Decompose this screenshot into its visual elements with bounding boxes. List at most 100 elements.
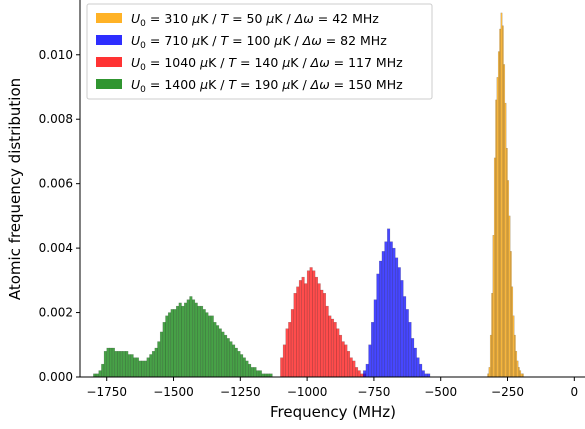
histogram-bar <box>518 367 520 378</box>
histogram-bar <box>405 309 409 378</box>
histogram-bar <box>143 360 148 378</box>
histogram-bar <box>114 351 118 378</box>
histogram-bars <box>93 12 524 378</box>
histogram-bar <box>224 334 228 378</box>
histogram-bar <box>173 309 177 378</box>
histogram-bar <box>242 357 246 378</box>
histogram-bar <box>237 351 241 378</box>
histogram-bar <box>151 351 156 378</box>
histogram-bar <box>513 334 516 378</box>
histogram-bar <box>341 341 345 378</box>
histogram-bar <box>101 363 105 378</box>
legend-entry: U0 = 710 μK / T = 100 μK / Δω = 82 MHz <box>131 33 387 51</box>
histogram-bar <box>133 357 137 378</box>
legend-entry: U0 = 1040 μK / T = 140 μK / Δω = 117 MHz <box>131 55 403 73</box>
histogram-bar <box>379 260 383 378</box>
histogram-bar <box>397 267 401 378</box>
series-0 <box>93 296 273 378</box>
histogram-bar <box>312 270 316 378</box>
histogram-bar <box>504 102 507 378</box>
histogram-bar <box>328 315 332 378</box>
histogram-bar <box>320 289 324 378</box>
histogram-bar <box>511 286 514 378</box>
histogram-bar <box>408 322 412 378</box>
histogram-bar <box>365 363 369 378</box>
histogram-bar <box>202 309 206 378</box>
histogram-bar <box>349 357 353 378</box>
histogram-bar <box>306 270 310 378</box>
y-tick-label: 0.000 <box>39 370 73 384</box>
histogram-bar <box>127 354 131 378</box>
histogram-bar <box>400 280 404 378</box>
histogram-bar <box>213 322 217 378</box>
histogram-bar <box>488 367 491 378</box>
histogram-bar <box>317 283 321 378</box>
histogram-bar <box>357 370 361 378</box>
histogram-bar <box>344 344 348 378</box>
histogram-bar <box>314 276 319 378</box>
histogram-bar <box>515 351 518 378</box>
x-axis-label: Frequency (MHz) <box>270 403 396 421</box>
histogram-bar <box>103 351 107 378</box>
histogram-bar <box>167 312 172 378</box>
histogram-bar <box>298 280 302 378</box>
histogram-bar <box>197 305 201 378</box>
histogram-bar <box>280 357 284 378</box>
histogram-bar <box>497 51 500 378</box>
histogram-bar <box>411 338 415 378</box>
legend: U0 = 310 μK / T = 50 μK / Δω = 42 MHz U0 … <box>86 3 433 100</box>
histogram-bar <box>508 215 511 378</box>
y-tick-label: 0.008 <box>39 112 73 126</box>
histogram-bar <box>301 276 305 378</box>
histogram-bar <box>170 309 174 378</box>
histogram-bar <box>157 341 161 378</box>
legend-box <box>86 3 433 100</box>
histogram-bar <box>338 334 343 378</box>
histogram-bar <box>258 370 262 378</box>
histogram-bar <box>416 357 420 378</box>
histogram-bar <box>226 338 230 378</box>
histogram-bar <box>376 273 380 378</box>
histogram-bar <box>322 293 327 378</box>
histogram-bar <box>117 351 121 378</box>
histogram-bar <box>232 344 236 378</box>
histogram-bar <box>403 296 407 378</box>
histogram-bar <box>336 328 340 378</box>
series-3 <box>487 12 524 378</box>
histogram-bar <box>347 351 351 378</box>
histogram-bar <box>135 357 139 378</box>
x-tick-label: −1250 <box>220 385 261 399</box>
histogram-bar <box>192 299 196 378</box>
histogram-bar <box>98 370 102 378</box>
x-tick-label: −1500 <box>153 385 194 399</box>
histogram-bar <box>122 351 126 378</box>
x-tick-label: −1750 <box>86 385 127 399</box>
histogram-bar <box>240 354 244 378</box>
histogram-bar <box>501 25 504 378</box>
series-1 <box>280 267 367 378</box>
histogram-bar <box>154 347 158 378</box>
histogram-bar <box>125 351 129 378</box>
histogram-bar <box>413 347 417 378</box>
histogram-bar <box>250 367 254 378</box>
histogram-bar <box>159 331 164 378</box>
x-tick-label: −500 <box>424 385 457 399</box>
histogram-bar <box>363 370 367 378</box>
histogram-bar <box>146 357 150 378</box>
histogram-bar <box>221 331 225 378</box>
histogram-bar <box>282 344 286 378</box>
histogram-bar <box>234 347 238 378</box>
histogram-bar <box>352 360 356 378</box>
legend-swatch <box>96 13 122 23</box>
histogram-bar <box>371 322 375 378</box>
histogram-bar <box>181 305 185 378</box>
histogram-bar <box>175 305 180 378</box>
histogram-bar <box>293 293 297 378</box>
histogram-bar <box>290 309 294 378</box>
histogram-bar <box>162 322 166 378</box>
histogram-bar <box>395 257 399 378</box>
histogram-bar <box>229 341 233 378</box>
legend-swatch <box>96 79 122 89</box>
legend-swatch <box>96 35 122 45</box>
